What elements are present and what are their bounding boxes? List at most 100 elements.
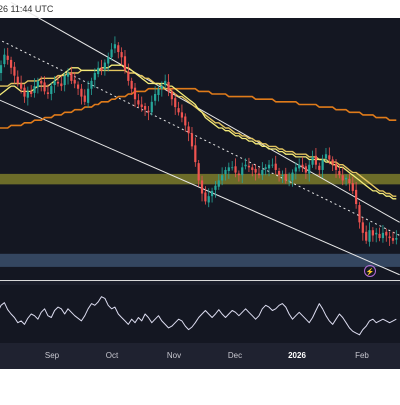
candle-body	[217, 180, 220, 187]
channel-upper-line	[10, 1, 400, 223]
candle	[184, 113, 187, 132]
ma-fast-line	[0, 64, 397, 200]
candle	[130, 77, 133, 96]
candle-body	[321, 159, 324, 170]
candle	[147, 106, 150, 121]
candle	[254, 164, 257, 181]
candle	[3, 48, 6, 68]
candle-body	[117, 45, 120, 53]
candle-body	[50, 86, 53, 94]
candle	[301, 156, 304, 173]
candle-body	[180, 112, 184, 118]
candle-body	[73, 79, 76, 84]
candle	[137, 93, 140, 108]
candle	[274, 155, 277, 175]
candle-body	[140, 104, 143, 108]
candle	[30, 85, 33, 98]
candle	[204, 186, 207, 205]
candle-body	[33, 86, 36, 93]
candle-body	[277, 171, 281, 176]
candle-body	[46, 92, 50, 94]
candle	[33, 78, 36, 98]
candle-body	[9, 59, 13, 68]
candle	[244, 158, 247, 170]
candle	[87, 80, 90, 108]
lightning-icon[interactable]: ⚡	[364, 265, 376, 277]
candle	[164, 74, 167, 89]
candle-body	[267, 164, 271, 169]
candle-body	[261, 169, 264, 176]
candle	[150, 95, 153, 116]
candle	[298, 158, 301, 172]
candle	[26, 86, 29, 106]
candle-body	[318, 165, 321, 170]
candle	[344, 174, 348, 186]
x-label-feb: Feb	[355, 351, 369, 360]
candle-body	[30, 91, 33, 94]
candle-body	[60, 83, 63, 87]
candle-body	[391, 238, 395, 241]
candle-body	[177, 108, 180, 113]
candle-body	[200, 180, 204, 194]
candle	[334, 158, 338, 178]
candle	[378, 227, 381, 242]
candle-body	[207, 196, 210, 203]
candle-body	[157, 88, 160, 96]
candle-body	[331, 159, 334, 165]
time-axis	[0, 343, 400, 369]
candle-body	[147, 110, 150, 113]
candle-body	[308, 164, 311, 174]
candle	[355, 182, 358, 209]
candle	[288, 172, 291, 187]
candle-body	[271, 164, 274, 166]
x-label-2026: 2026	[288, 351, 306, 360]
candle-body	[100, 67, 103, 71]
candle-body	[274, 163, 277, 170]
candle-body	[291, 172, 294, 181]
candle	[113, 36, 117, 54]
candle	[264, 164, 267, 176]
candle-body	[251, 167, 254, 170]
candle	[117, 42, 120, 59]
candle	[100, 59, 103, 76]
candle-body	[127, 71, 130, 81]
candle	[221, 167, 224, 186]
candle-body	[264, 167, 267, 169]
candle-body	[63, 75, 66, 86]
candle-body	[294, 167, 297, 172]
candle	[324, 147, 328, 162]
candle	[190, 126, 194, 150]
candle	[9, 56, 13, 75]
candle	[73, 71, 76, 89]
candle	[368, 222, 371, 247]
candle-body	[167, 81, 170, 92]
candle	[314, 147, 318, 170]
candle	[0, 60, 3, 81]
candle	[304, 163, 307, 179]
candle	[123, 49, 127, 74]
candle-body	[90, 80, 93, 89]
candle-body	[358, 205, 361, 223]
candle	[214, 180, 217, 198]
candle	[177, 101, 180, 116]
candle-body	[371, 230, 374, 236]
candle	[13, 62, 16, 84]
candle	[217, 174, 220, 190]
candle	[227, 162, 230, 179]
candle-body	[328, 155, 331, 160]
candle-body	[6, 55, 9, 60]
candle-body	[26, 91, 29, 98]
candle	[23, 84, 26, 103]
price-pane	[0, 18, 400, 280]
candle-body	[344, 177, 348, 180]
candle	[140, 96, 143, 112]
candle-body	[378, 233, 381, 239]
candle	[40, 76, 43, 92]
candle	[160, 81, 163, 97]
candle	[60, 75, 63, 91]
candle-body	[234, 166, 237, 173]
x-label-dec: Dec	[228, 351, 242, 360]
header-timestamp: 26 11:44 UTC	[0, 4, 54, 14]
candle-body	[388, 236, 391, 239]
